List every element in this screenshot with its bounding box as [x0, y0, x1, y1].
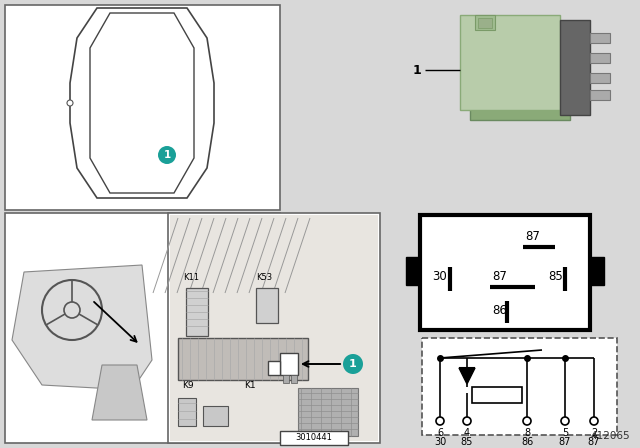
Text: 412065: 412065 [590, 431, 630, 441]
Circle shape [343, 354, 363, 374]
Bar [590, 33, 610, 43]
Bar [590, 73, 610, 83]
Polygon shape [12, 265, 152, 390]
Text: 86: 86 [492, 303, 507, 316]
Text: K11: K11 [183, 273, 199, 283]
Text: 87: 87 [525, 231, 540, 244]
Bar [406, 257, 420, 285]
Bar [590, 257, 604, 285]
Bar [178, 398, 196, 426]
Bar [268, 361, 280, 375]
Text: 5: 5 [562, 428, 568, 438]
Text: 4: 4 [464, 428, 470, 438]
Bar [298, 388, 358, 436]
Circle shape [463, 417, 471, 425]
Bar [170, 215, 378, 441]
Polygon shape [70, 8, 214, 198]
Bar [422, 338, 617, 435]
Text: K53: K53 [256, 273, 272, 283]
Text: 87: 87 [492, 271, 507, 284]
Bar [560, 20, 590, 115]
Text: 2: 2 [591, 428, 597, 438]
Bar [280, 353, 298, 375]
Bar [460, 15, 560, 110]
Circle shape [436, 417, 444, 425]
Text: K1: K1 [244, 382, 256, 391]
Bar [590, 53, 610, 63]
Bar [168, 213, 380, 443]
Text: 30: 30 [434, 437, 446, 447]
Circle shape [158, 146, 176, 164]
Bar [291, 375, 297, 383]
Text: 3010441: 3010441 [296, 434, 332, 443]
Bar [283, 375, 289, 383]
Bar [478, 18, 492, 28]
Text: 6: 6 [437, 428, 443, 438]
Bar [178, 338, 308, 380]
Bar [472, 387, 522, 403]
Bar [475, 15, 495, 30]
Bar [470, 25, 570, 120]
Circle shape [561, 417, 569, 425]
Text: 85: 85 [461, 437, 473, 447]
Text: 8: 8 [524, 428, 530, 438]
Text: 30: 30 [432, 271, 447, 284]
Text: 1: 1 [413, 64, 421, 77]
Circle shape [67, 100, 73, 106]
Bar [420, 215, 590, 330]
Text: 1: 1 [349, 359, 357, 369]
Text: K9: K9 [182, 382, 194, 391]
Bar [5, 213, 280, 443]
Text: 85: 85 [548, 271, 563, 284]
Text: 87: 87 [588, 437, 600, 447]
Polygon shape [459, 368, 475, 384]
Text: 86: 86 [521, 437, 533, 447]
Circle shape [590, 417, 598, 425]
Bar [5, 5, 280, 210]
Polygon shape [90, 13, 194, 193]
Circle shape [523, 417, 531, 425]
Bar [280, 431, 348, 445]
Bar [186, 288, 208, 336]
Polygon shape [92, 365, 147, 420]
Bar [203, 406, 228, 426]
Text: 1: 1 [163, 150, 171, 160]
Text: 87: 87 [559, 437, 571, 447]
Bar [256, 288, 278, 323]
Bar [590, 90, 610, 100]
